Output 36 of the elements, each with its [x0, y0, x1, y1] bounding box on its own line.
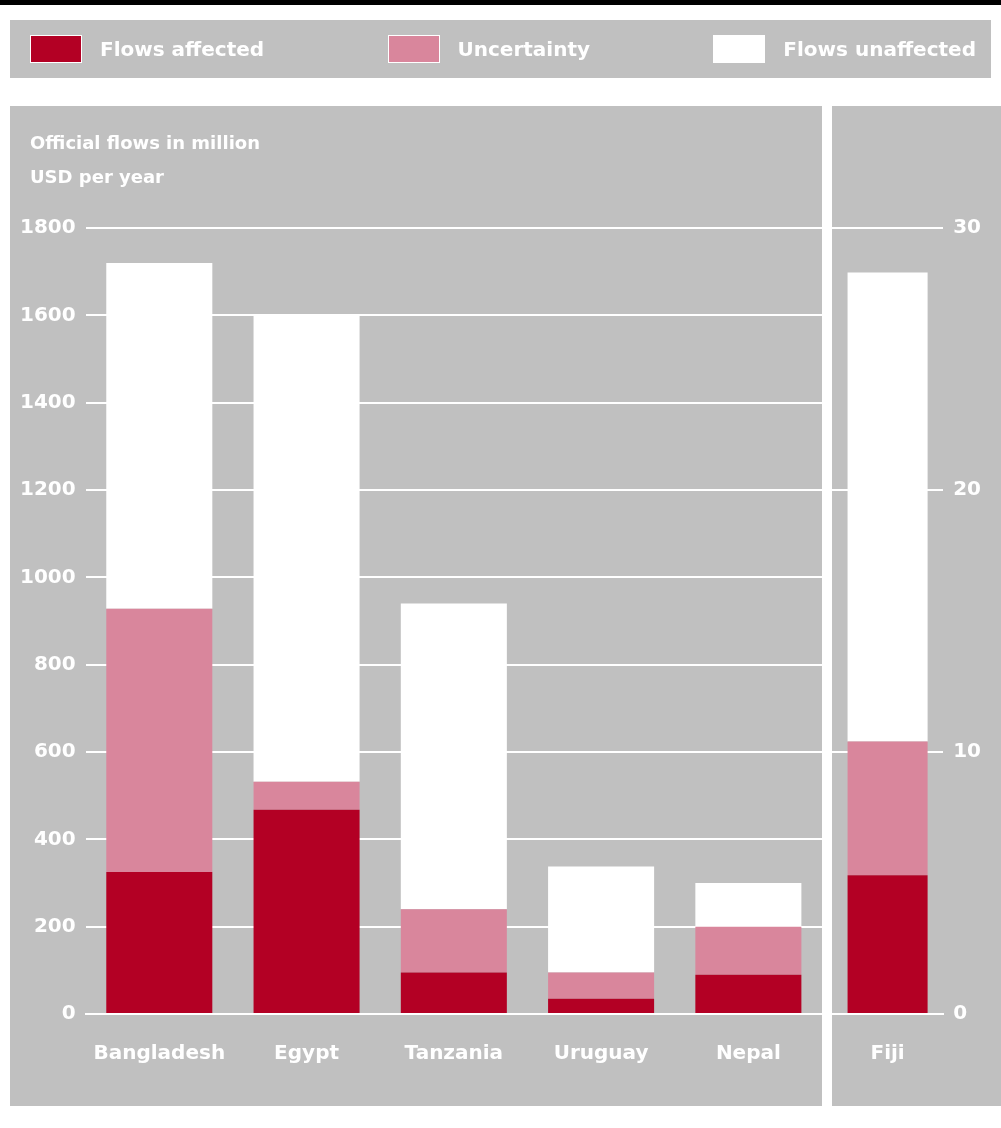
y-tick-label: 1000 — [19, 563, 76, 588]
bar — [548, 998, 655, 1013]
bar — [847, 741, 928, 876]
y-tick-label: 0 — [953, 1000, 968, 1025]
legend-label: Uncertainty — [457, 37, 591, 61]
bar — [695, 926, 802, 975]
x-tick-label: Fiji — [870, 1040, 905, 1065]
legend-label: Flows affected — [100, 37, 265, 61]
y-tick-label: 30 — [953, 214, 982, 239]
x-tick-label: Bangladesh — [93, 1040, 226, 1065]
y-tick-label: 600 — [33, 738, 76, 763]
y-tick-label: 10 — [953, 738, 982, 763]
x-tick-label: Tanzania — [404, 1040, 504, 1065]
y-tick-label: 1400 — [19, 388, 76, 413]
y-tick-label: 1800 — [19, 214, 76, 239]
y-tick-label: 0 — [61, 1000, 76, 1025]
bar — [400, 972, 507, 1013]
bar — [548, 972, 655, 999]
x-tick-label: Uruguay — [553, 1040, 649, 1065]
legend-label: Flows unaffected — [783, 37, 976, 61]
y-tick-label: 20 — [953, 476, 982, 501]
x-tick-label: Egypt — [274, 1040, 340, 1065]
bar — [253, 809, 360, 1013]
bar — [106, 872, 213, 1013]
bar — [400, 909, 507, 973]
y-tick-label: 1600 — [19, 301, 76, 326]
bar — [695, 974, 802, 1013]
y-tick-label: 800 — [33, 650, 76, 675]
y-axis-title: Official flows in million USD per year — [29, 131, 261, 189]
x-tick-label: Nepal — [715, 1040, 781, 1065]
y-tick-label: 1200 — [19, 476, 76, 501]
y-tick-label: 200 — [33, 912, 76, 937]
bar — [253, 781, 360, 810]
y-tick-label: 400 — [33, 825, 76, 850]
bar — [106, 608, 213, 873]
bar — [847, 875, 928, 1013]
